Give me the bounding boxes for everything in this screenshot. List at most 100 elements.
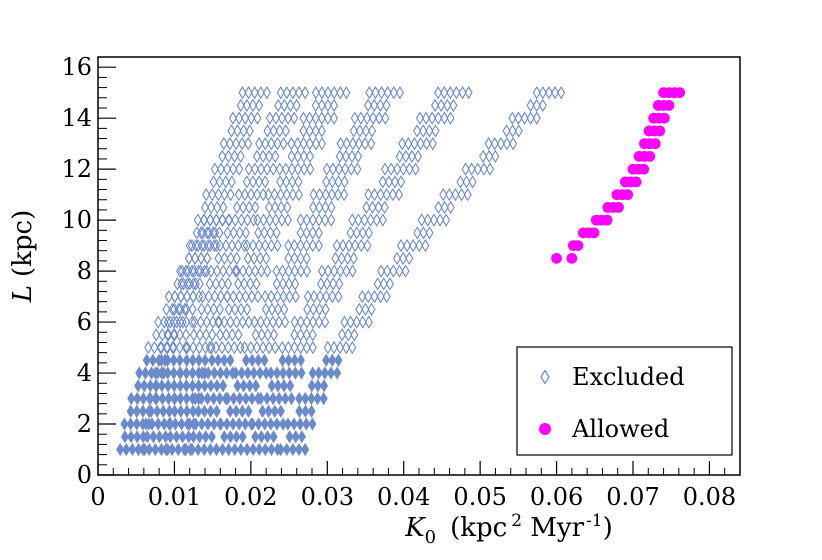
excluded-point [321,200,330,215]
excluded-point [354,136,363,151]
excluded-point [267,136,276,151]
excluded-point [290,328,299,342]
excluded-point [316,277,326,291]
excluded-point [242,175,251,189]
excluded-point [228,328,237,342]
excluded-point [170,328,179,342]
excluded-point [295,391,304,406]
excluded-point [252,277,261,291]
excluded-point [152,328,161,342]
excluded-point [327,200,336,215]
excluded-point [313,379,322,393]
legend-box [516,346,733,456]
legend-marker-allowed [539,423,551,435]
excluded-point [268,315,277,329]
excluded-point [170,404,179,418]
excluded-point [232,404,241,418]
excluded-point [158,328,167,342]
excluded-point [196,315,205,329]
excluded-point [232,200,242,215]
excluded-point [410,136,419,151]
excluded-point [195,430,204,444]
excluded-point [207,353,217,367]
excluded-point [282,175,291,189]
excluded-point [223,162,232,176]
excluded-point [194,353,203,367]
excluded-point [217,277,227,291]
excluded-point [395,264,404,278]
excluded-point [353,162,362,176]
excluded-point [163,315,172,329]
excluded-point [301,86,310,100]
excluded-point [204,238,213,253]
excluded-point [361,302,370,316]
excluded-point [311,111,320,125]
excluded-point [188,315,197,329]
excluded-point [278,277,287,291]
excluded-point [349,124,358,138]
excluded-point [368,124,377,138]
excluded-point [211,277,220,291]
excluded-point [449,98,458,113]
excluded-point [290,353,299,367]
excluded-point [120,417,129,431]
excluded-point [290,340,299,355]
excluded-point [309,200,318,215]
excluded-point [278,264,287,278]
excluded-point [372,213,381,227]
excluded-point [327,213,336,227]
excluded-point [387,162,396,176]
excluded-point [222,417,231,431]
excluded-point [244,136,253,151]
excluded-point [514,124,523,138]
excluded-point [464,86,473,100]
excluded-point [245,124,254,138]
excluded-point [315,187,324,202]
excluded-point [267,238,276,253]
excluded-point [255,366,265,380]
excluded-point [244,315,253,329]
excluded-point [195,277,204,291]
excluded-point [279,366,288,380]
excluded-point [205,340,214,355]
allowed-point [551,252,562,264]
excluded-point [544,86,553,100]
excluded-point [264,404,273,418]
excluded-point [302,226,311,240]
excluded-point [281,391,290,406]
excluded-point [317,124,326,138]
excluded-point [163,353,172,367]
excluded-point [307,379,316,393]
excluded-point [203,302,212,316]
excluded-point [172,315,181,329]
excluded-point [239,200,248,215]
excluded-point [250,251,259,266]
excluded-point [171,417,180,431]
allowed-point [674,87,686,99]
excluded-point [419,124,428,138]
excluded-point [281,315,290,329]
excluded-point [434,111,443,125]
excluded-point [189,289,198,304]
excluded-point [308,328,317,342]
excluded-point [140,379,149,393]
excluded-point [355,124,364,138]
excluded-point [267,379,276,393]
excluded-point [226,251,235,266]
x-tick-label: 0.03 [301,483,354,511]
y-tick-label: 2 [77,410,92,438]
excluded-point [321,315,330,329]
excluded-point [311,136,320,151]
excluded-point [285,430,294,444]
excluded-point [240,277,249,291]
excluded-point [299,124,308,138]
excluded-point [299,149,308,164]
excluded-point [421,111,431,125]
excluded-point [237,366,246,380]
excluded-point [415,238,424,253]
excluded-point [267,302,277,316]
excluded-point [145,442,154,457]
excluded-point [251,264,260,278]
excluded-point [404,136,413,151]
excluded-point [317,98,326,113]
